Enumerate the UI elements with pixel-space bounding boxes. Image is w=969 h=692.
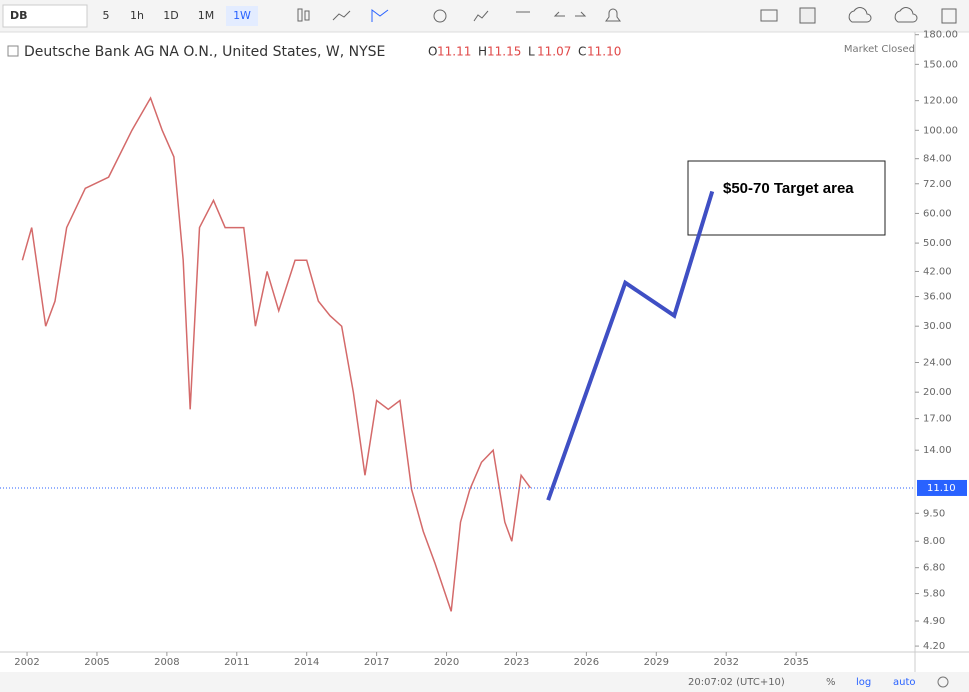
market-status: Market Closed — [844, 44, 915, 55]
x-tick-label: 2023 — [504, 657, 529, 668]
interval-button[interactable]: 1h — [130, 9, 144, 22]
ohlc-key: L — [528, 45, 535, 59]
x-tick-label: 2032 — [713, 657, 738, 668]
ohlc-key: O — [428, 45, 437, 59]
last-price-box — [917, 479, 967, 496]
annotation-text: $50-70 Target area — [723, 180, 854, 197]
ohlc-value: 11.07 — [537, 45, 571, 59]
candles-icon[interactable] — [297, 8, 303, 22]
projection-drawing — [546, 190, 715, 501]
log-toggle[interactable]: log — [856, 677, 871, 688]
auto-toggle[interactable]: auto — [893, 677, 916, 688]
alert-icon[interactable] — [605, 8, 621, 22]
ohlc-key: C — [578, 45, 586, 59]
active-interval — [226, 6, 258, 26]
x-tick-label: 2008 — [154, 657, 179, 668]
toolbar-icons — [297, 7, 957, 24]
ohlc-value: 11.10 — [587, 45, 621, 59]
x-tick-label: 2017 — [364, 657, 389, 668]
y-tick-label: 5.80 — [923, 589, 945, 600]
x-tick-label: 2026 — [574, 657, 599, 668]
y-tick-label: 20.00 — [923, 387, 952, 398]
x-tick-label: 2002 — [14, 657, 39, 668]
y-tick-label: 17.00 — [923, 414, 952, 425]
y-tick-label: 8.00 — [923, 536, 945, 547]
candles-icon[interactable] — [304, 10, 310, 21]
redo-icon[interactable] — [575, 11, 587, 17]
y-tick-label: 100.00 — [923, 125, 958, 136]
y-tick-label: 60.00 — [923, 208, 952, 219]
y-tick-label: 24.00 — [923, 358, 952, 369]
undo-icon[interactable] — [553, 11, 565, 17]
symbol-box[interactable] — [2, 4, 88, 28]
percent-toggle[interactable]: % — [826, 677, 836, 688]
x-tick-label: 2035 — [783, 657, 808, 668]
last-price-label: 11.10 — [927, 483, 956, 494]
axis-settings[interactable] — [937, 676, 949, 688]
x-tick-label: 2029 — [644, 657, 669, 668]
y-tick-label: 4.20 — [923, 641, 945, 652]
y-tick-label: 6.80 — [923, 563, 945, 574]
cloud-load-icon[interactable] — [848, 7, 872, 23]
y-tick-label: 72.00 — [923, 179, 952, 190]
y-tick-label: 14.00 — [923, 445, 952, 456]
fullscreen-icon[interactable] — [941, 8, 957, 24]
y-tick-label: 4.90 — [923, 616, 945, 627]
x-tick-label: 2011 — [224, 657, 249, 668]
y-tick-label: 180.00 — [923, 30, 958, 41]
y-tick-label: 36.00 — [923, 292, 952, 303]
symbol[interactable]: DB — [10, 9, 28, 22]
y-tick-label: 30.00 — [923, 321, 952, 332]
color-icon[interactable] — [799, 7, 816, 24]
interval-button[interactable]: 1M — [198, 9, 215, 22]
y-tick-label: 84.00 — [923, 154, 952, 165]
y-tick-label: 150.00 — [923, 59, 958, 70]
interval-button[interactable]: 1D — [163, 9, 178, 22]
y-tick-label: 50.00 — [923, 238, 952, 249]
x-tick-label: 2014 — [294, 657, 319, 668]
indicator-icon[interactable] — [371, 9, 389, 22]
ohlc-key: H — [478, 45, 487, 59]
indicators-icon[interactable] — [473, 10, 489, 22]
status-bar — [0, 672, 969, 692]
interval-button[interactable]: 1W — [233, 9, 251, 22]
line-icon[interactable] — [332, 10, 351, 21]
y-tick-label: 42.00 — [923, 266, 952, 277]
x-tick-label: 2005 — [84, 657, 109, 668]
y-tick-label: 9.50 — [923, 508, 945, 519]
collapse-toggle[interactable] — [7, 45, 19, 57]
interval-button[interactable]: 5 — [103, 9, 110, 22]
chart-title: Deutsche Bank AG NA O.N., United States,… — [24, 44, 385, 60]
ohlc-value: 11.11 — [437, 45, 471, 59]
snapshot-icon[interactable] — [760, 9, 778, 22]
toolbar — [0, 0, 969, 32]
x-tick-label: 2020 — [434, 657, 459, 668]
y-tick-label: 120.00 — [923, 96, 958, 107]
clock: 20:07:02 (UTC+10) — [688, 677, 785, 688]
annotation-box — [687, 160, 886, 236]
settings-icon[interactable] — [433, 9, 447, 23]
price-line — [21, 96, 532, 612]
cloud-save-icon[interactable] — [894, 7, 918, 23]
ohlc-value: 11.15 — [487, 45, 521, 59]
